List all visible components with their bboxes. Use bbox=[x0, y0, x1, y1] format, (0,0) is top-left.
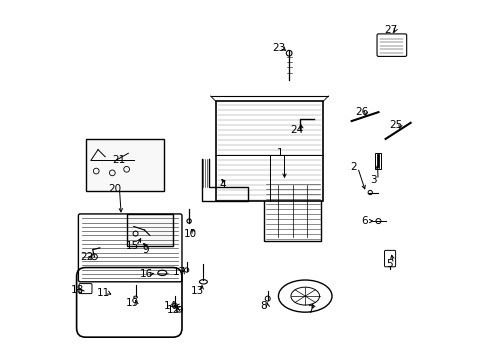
Text: 11: 11 bbox=[97, 288, 110, 297]
Text: 7: 7 bbox=[306, 305, 313, 315]
Text: 12: 12 bbox=[167, 305, 180, 315]
Ellipse shape bbox=[199, 280, 207, 284]
Text: 10: 10 bbox=[183, 229, 196, 239]
Text: 20: 20 bbox=[108, 184, 122, 194]
Ellipse shape bbox=[278, 280, 331, 312]
FancyBboxPatch shape bbox=[376, 34, 406, 57]
Text: 3: 3 bbox=[370, 175, 376, 185]
Text: 6: 6 bbox=[360, 216, 366, 226]
Text: 15: 15 bbox=[125, 241, 138, 251]
Ellipse shape bbox=[158, 270, 166, 275]
Text: 17: 17 bbox=[172, 267, 185, 277]
FancyBboxPatch shape bbox=[384, 250, 395, 267]
Text: 25: 25 bbox=[389, 120, 402, 130]
Text: 27: 27 bbox=[384, 25, 397, 35]
Text: 1: 1 bbox=[276, 148, 283, 158]
Text: 18: 18 bbox=[71, 285, 84, 296]
FancyBboxPatch shape bbox=[79, 284, 92, 294]
Text: 16: 16 bbox=[140, 269, 153, 279]
Text: 23: 23 bbox=[271, 43, 285, 53]
Bar bbox=[126, 214, 173, 246]
Bar bbox=[374, 153, 381, 169]
Ellipse shape bbox=[134, 296, 137, 298]
Bar bbox=[264, 182, 321, 241]
Text: 4: 4 bbox=[219, 180, 225, 190]
Text: 2: 2 bbox=[349, 162, 356, 172]
Text: 5: 5 bbox=[385, 259, 392, 269]
Text: 22: 22 bbox=[80, 252, 93, 262]
FancyBboxPatch shape bbox=[78, 214, 182, 282]
Bar bbox=[85, 139, 164, 191]
Text: 13: 13 bbox=[190, 286, 203, 296]
Bar bbox=[216, 102, 323, 202]
Text: 9: 9 bbox=[142, 245, 148, 255]
Text: 14: 14 bbox=[164, 301, 177, 311]
Text: 8: 8 bbox=[260, 301, 266, 311]
Text: 24: 24 bbox=[290, 125, 304, 135]
Ellipse shape bbox=[290, 287, 319, 305]
Text: 19: 19 bbox=[125, 298, 138, 308]
Text: 26: 26 bbox=[354, 107, 367, 117]
Text: 21: 21 bbox=[112, 156, 125, 165]
